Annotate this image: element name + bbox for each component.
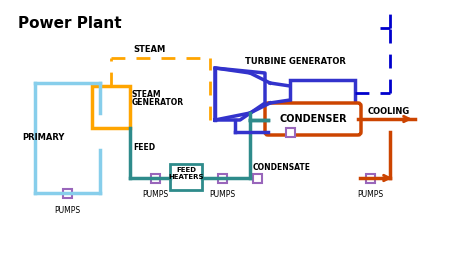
Text: PUMPS: PUMPS (209, 190, 235, 199)
Text: PUMPS: PUMPS (357, 190, 383, 199)
Text: PUMPS: PUMPS (54, 206, 80, 215)
FancyBboxPatch shape (92, 86, 130, 128)
FancyBboxPatch shape (170, 164, 202, 190)
Text: HEATERS: HEATERS (168, 174, 204, 180)
Text: GENERATOR: GENERATOR (132, 98, 184, 107)
Text: PUMPS: PUMPS (142, 190, 168, 199)
Text: COOLING: COOLING (368, 107, 410, 116)
FancyBboxPatch shape (265, 103, 361, 135)
FancyBboxPatch shape (150, 173, 159, 183)
FancyBboxPatch shape (285, 128, 294, 136)
FancyBboxPatch shape (252, 173, 261, 183)
Text: CONDENSATE: CONDENSATE (253, 163, 311, 173)
FancyBboxPatch shape (365, 173, 374, 183)
Text: FEED: FEED (133, 143, 155, 152)
FancyBboxPatch shape (290, 80, 355, 108)
Text: Power Plant: Power Plant (18, 16, 122, 31)
Text: STEAM: STEAM (132, 90, 162, 99)
FancyBboxPatch shape (217, 173, 226, 183)
FancyBboxPatch shape (63, 188, 72, 198)
Text: PRIMARY: PRIMARY (22, 133, 64, 143)
Text: FEED: FEED (176, 167, 196, 173)
Text: TURBINE GENERATOR: TURBINE GENERATOR (244, 57, 346, 66)
Text: STEAM: STEAM (134, 45, 166, 54)
Text: CONDENSER: CONDENSER (279, 114, 347, 124)
